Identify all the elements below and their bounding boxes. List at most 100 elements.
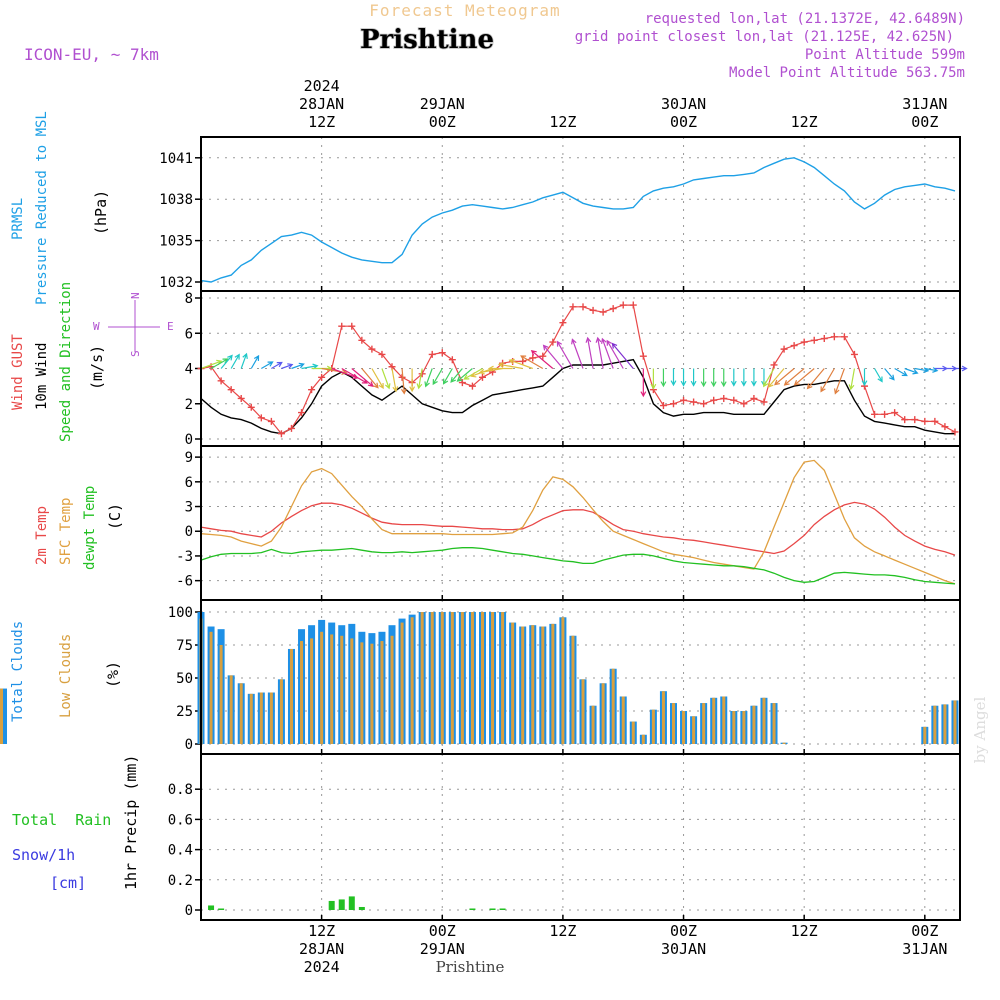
bottom-time-label: 00Z xyxy=(429,922,456,940)
wind-arrow xyxy=(585,336,594,369)
cloud-bar-low xyxy=(782,742,786,744)
gust-marker xyxy=(308,386,316,394)
compass-w: W xyxy=(93,320,100,333)
wind-arrow xyxy=(783,368,805,386)
wind-arrow xyxy=(571,338,584,369)
wind-arrow xyxy=(680,368,687,387)
compass-s: S xyxy=(129,350,142,357)
gust-marker xyxy=(358,336,366,344)
cloud-bar-low xyxy=(380,641,384,744)
cloud-bar-low xyxy=(450,612,454,744)
gust-marker xyxy=(770,361,778,369)
gust-marker xyxy=(287,424,295,432)
y-tick-label: 0 xyxy=(185,432,193,448)
cloud-bar-total xyxy=(0,688,7,744)
precip-bar-rain xyxy=(218,908,225,910)
cloud-bar-low xyxy=(340,635,344,744)
pressure-unit: (hPa) xyxy=(92,190,110,235)
model-label: ICON-EU, ~ 7km xyxy=(24,45,159,64)
y-tick-label: 1038 xyxy=(159,192,193,208)
cloud-bar-low xyxy=(692,716,696,744)
cloud-bar-low xyxy=(310,638,314,744)
y-tick-label: -3 xyxy=(176,549,193,565)
y-tick-label: 100 xyxy=(168,605,193,621)
wind-arrow xyxy=(416,368,423,390)
wind-arrow xyxy=(904,367,919,375)
cloud-bar-low xyxy=(289,648,293,744)
gust-marker xyxy=(247,403,255,411)
cloud-bar-low xyxy=(460,612,464,744)
wind-arrow xyxy=(848,368,856,391)
gust-marker xyxy=(629,301,637,309)
cloud-bar-low xyxy=(360,642,364,744)
wind-gust-label: Wind GUST xyxy=(10,334,26,410)
wind-arrow xyxy=(371,368,384,390)
wind-arrow xyxy=(861,368,868,387)
cloud-bar-low xyxy=(320,631,324,744)
cloud-bar-low xyxy=(651,709,655,744)
wind-arrow xyxy=(833,368,845,395)
bottom-time-label: 28JAN xyxy=(299,940,344,958)
precip-bar-rain xyxy=(499,908,506,910)
precip-rain-label: Total Rain xyxy=(12,811,111,829)
wind-arrow xyxy=(240,352,248,369)
grid-point-coords: grid point closest lon,lat (21.125E, 42.… xyxy=(575,29,954,45)
cloud-bar-low xyxy=(712,697,716,744)
cloud-bar-low xyxy=(933,705,937,744)
precip-cm-label: [cm] xyxy=(50,874,86,892)
wind-arrow xyxy=(700,368,707,388)
cloud-bar-low xyxy=(631,721,635,744)
y-tick-label: 1032 xyxy=(159,275,193,291)
cloud-bar-low xyxy=(239,683,243,744)
cloud-bar-low xyxy=(661,691,665,744)
panel-frame xyxy=(200,136,961,292)
cloud-bar-low xyxy=(279,679,283,744)
wind-arrow xyxy=(281,363,294,370)
cloud-bar-low xyxy=(370,643,374,744)
gust-marker xyxy=(921,417,929,425)
wind-arrow xyxy=(450,368,463,383)
point-altitude: Point Altitude 599m xyxy=(805,47,965,63)
cloud-bar-low xyxy=(300,641,304,744)
wind-compass: N S W E xyxy=(93,292,174,357)
cloud-bar-low xyxy=(702,703,706,744)
panel-4: 0 0.2 0.4 0.6 0.8 xyxy=(168,754,960,920)
y-tick-label: 0.6 xyxy=(168,812,193,828)
cloud-bar-low xyxy=(501,612,505,744)
gust-marker xyxy=(750,394,758,402)
precip-bar-rain xyxy=(328,900,335,910)
gust-marker xyxy=(448,356,456,364)
wind-arrow xyxy=(542,344,564,369)
wind-arrow xyxy=(508,358,533,370)
wind-arrow xyxy=(884,368,895,381)
top-time-label: 00Z xyxy=(429,113,456,131)
y-tick-label: 9 xyxy=(185,450,193,466)
gust-marker xyxy=(951,428,959,436)
cloud-bar-low xyxy=(521,626,525,744)
gust-marker xyxy=(730,396,738,404)
cloud-bar-low xyxy=(591,705,595,744)
cloud-bar-low xyxy=(682,711,686,744)
wind-arrow xyxy=(606,339,624,369)
cloud-bar-low xyxy=(541,626,545,744)
chart-subtitle: Forecast Meteogram xyxy=(369,1,560,20)
y-tick-label: 6 xyxy=(185,475,193,491)
panel-0: 1032 1035 1038 1041 xyxy=(159,137,960,291)
precip-bar-rain xyxy=(208,905,215,910)
wind-arrow xyxy=(361,368,379,389)
cloud-bar-low xyxy=(581,679,585,744)
gust-marker xyxy=(237,394,245,402)
top-time-label: 12Z xyxy=(549,113,576,131)
wind-arrow xyxy=(730,368,737,387)
cloud-bar-low xyxy=(209,631,213,744)
wind-arrow xyxy=(351,368,374,387)
wind-arrow xyxy=(774,368,795,386)
gust-marker xyxy=(257,414,265,422)
precip-bar-rain xyxy=(469,908,476,910)
gust-marker xyxy=(680,396,688,404)
y-tick-label: 4 xyxy=(185,362,193,378)
gust-marker xyxy=(298,409,306,417)
precip-bar-rain xyxy=(338,899,345,910)
cloud-bar-low xyxy=(229,675,233,744)
gust-marker xyxy=(368,345,376,353)
